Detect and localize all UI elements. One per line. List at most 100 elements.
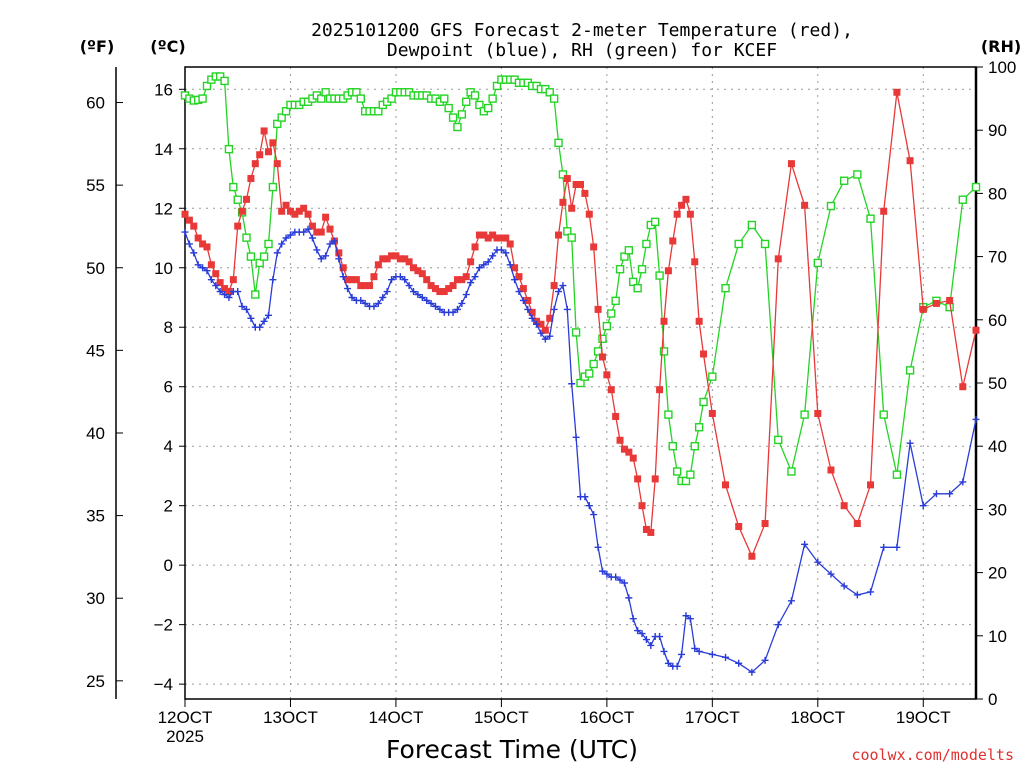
temperature-point (932, 299, 940, 307)
series-line (184, 228, 977, 674)
dewpoint-point (515, 288, 523, 296)
temperature-point (436, 288, 444, 296)
temperature-point (366, 282, 374, 290)
dewpoint-point (735, 659, 743, 667)
temperature-point (625, 448, 633, 456)
dewpoint-point (625, 594, 633, 602)
dewpoint-point (638, 630, 646, 638)
x-tick-label: 13OCT (263, 708, 318, 727)
dewpoint-point (449, 308, 457, 316)
rh-point (971, 182, 981, 192)
temperature-point (515, 273, 523, 281)
dewpoint-point (572, 433, 580, 441)
celsius-tick-label: 4 (164, 437, 173, 456)
dewpoint-point (243, 305, 251, 313)
temperature-point (919, 305, 927, 313)
dewpoint-point (344, 285, 352, 293)
rh-point (690, 442, 699, 451)
dewpoint-point (207, 276, 215, 284)
rh-point (826, 201, 836, 211)
dewpoint-point (212, 282, 220, 290)
celsius-tick-label: 6 (164, 378, 173, 397)
temperature-point (414, 267, 422, 275)
rh-point (554, 138, 563, 148)
temperature-point (546, 314, 554, 322)
temperature-point (458, 276, 466, 284)
dewpoint-point (629, 615, 637, 623)
dewpoint-point (568, 380, 576, 388)
dewpoint-point (932, 490, 940, 498)
chart-title-line2: Dewpoint (blue), RH (green) for KCEF (387, 40, 777, 61)
temperature-point (497, 234, 505, 242)
dewpoint-point (304, 225, 312, 233)
temperature-point (278, 207, 286, 215)
rh-point (321, 88, 330, 97)
dewpoint-point (484, 258, 492, 266)
dewpoint-point (519, 296, 527, 304)
rh-point (202, 81, 212, 91)
dewpoint-point (339, 273, 347, 281)
dewpoint-point (330, 237, 338, 245)
celsius-tick-label: 2 (164, 497, 173, 516)
dewpoint-point (880, 543, 888, 551)
dewpoint-point (462, 291, 470, 299)
dewpoint-point (357, 296, 365, 304)
dewpoint-point (383, 288, 391, 296)
dewpoint-point (590, 511, 598, 519)
dewpoint-point (348, 293, 356, 301)
temperature-point (326, 225, 334, 233)
dewpoint-point (475, 264, 483, 272)
rh-point (905, 366, 915, 375)
temperature-point (568, 204, 576, 212)
x-tick-label: 17OCT (685, 708, 740, 727)
temperature-point (867, 481, 875, 489)
rh-point (255, 258, 264, 268)
dewpoint-point (379, 293, 387, 301)
dewpoint-point (322, 252, 330, 260)
temperature-point (502, 234, 510, 242)
temperature-point (207, 261, 215, 269)
dewpoint-point (313, 246, 321, 254)
dewpoint-point (247, 314, 255, 322)
rh-point (242, 233, 251, 242)
dewpoint-point (906, 439, 914, 447)
rh-point (637, 265, 647, 274)
rh-point (839, 176, 849, 185)
rh-point (233, 195, 242, 204)
temperature-point (348, 276, 356, 284)
temperature-point (229, 276, 237, 284)
series-dewpoint (181, 225, 980, 676)
dewpoint-point (748, 668, 756, 676)
temperature-point (673, 210, 681, 218)
dewpoint-point (388, 276, 396, 284)
temperature-point (418, 270, 426, 278)
series-relative-humidity (180, 72, 981, 486)
dewpoint-point (634, 627, 642, 635)
temperature-point (282, 201, 290, 209)
temperature-point (181, 210, 189, 218)
rh-point (268, 182, 278, 192)
dewpoint-point (563, 305, 571, 313)
dewpoint-point (893, 543, 901, 551)
dewpoint-point (673, 662, 681, 670)
dewpoint-point (405, 282, 413, 290)
dewpoint-point (761, 656, 769, 664)
temperature-point (238, 207, 246, 215)
rh-point (686, 470, 695, 479)
temperature-point (256, 151, 264, 159)
temperature-point (572, 180, 580, 188)
rh-point (668, 442, 677, 451)
rh-tick-label: 40 (988, 437, 1007, 456)
dewpoint-point (497, 246, 505, 254)
dewpoint-point (840, 582, 848, 590)
dewpoint-point (335, 255, 343, 263)
rh-point (659, 347, 669, 356)
rh-point (958, 195, 968, 204)
dewpoint-point (221, 291, 229, 299)
temperature-point (708, 409, 716, 417)
temperature-point (462, 273, 470, 281)
celsius-tick-label: 0 (164, 556, 173, 575)
rh-point (571, 328, 581, 337)
dewpoint-point (787, 597, 795, 605)
dewpoint-point (317, 255, 325, 263)
